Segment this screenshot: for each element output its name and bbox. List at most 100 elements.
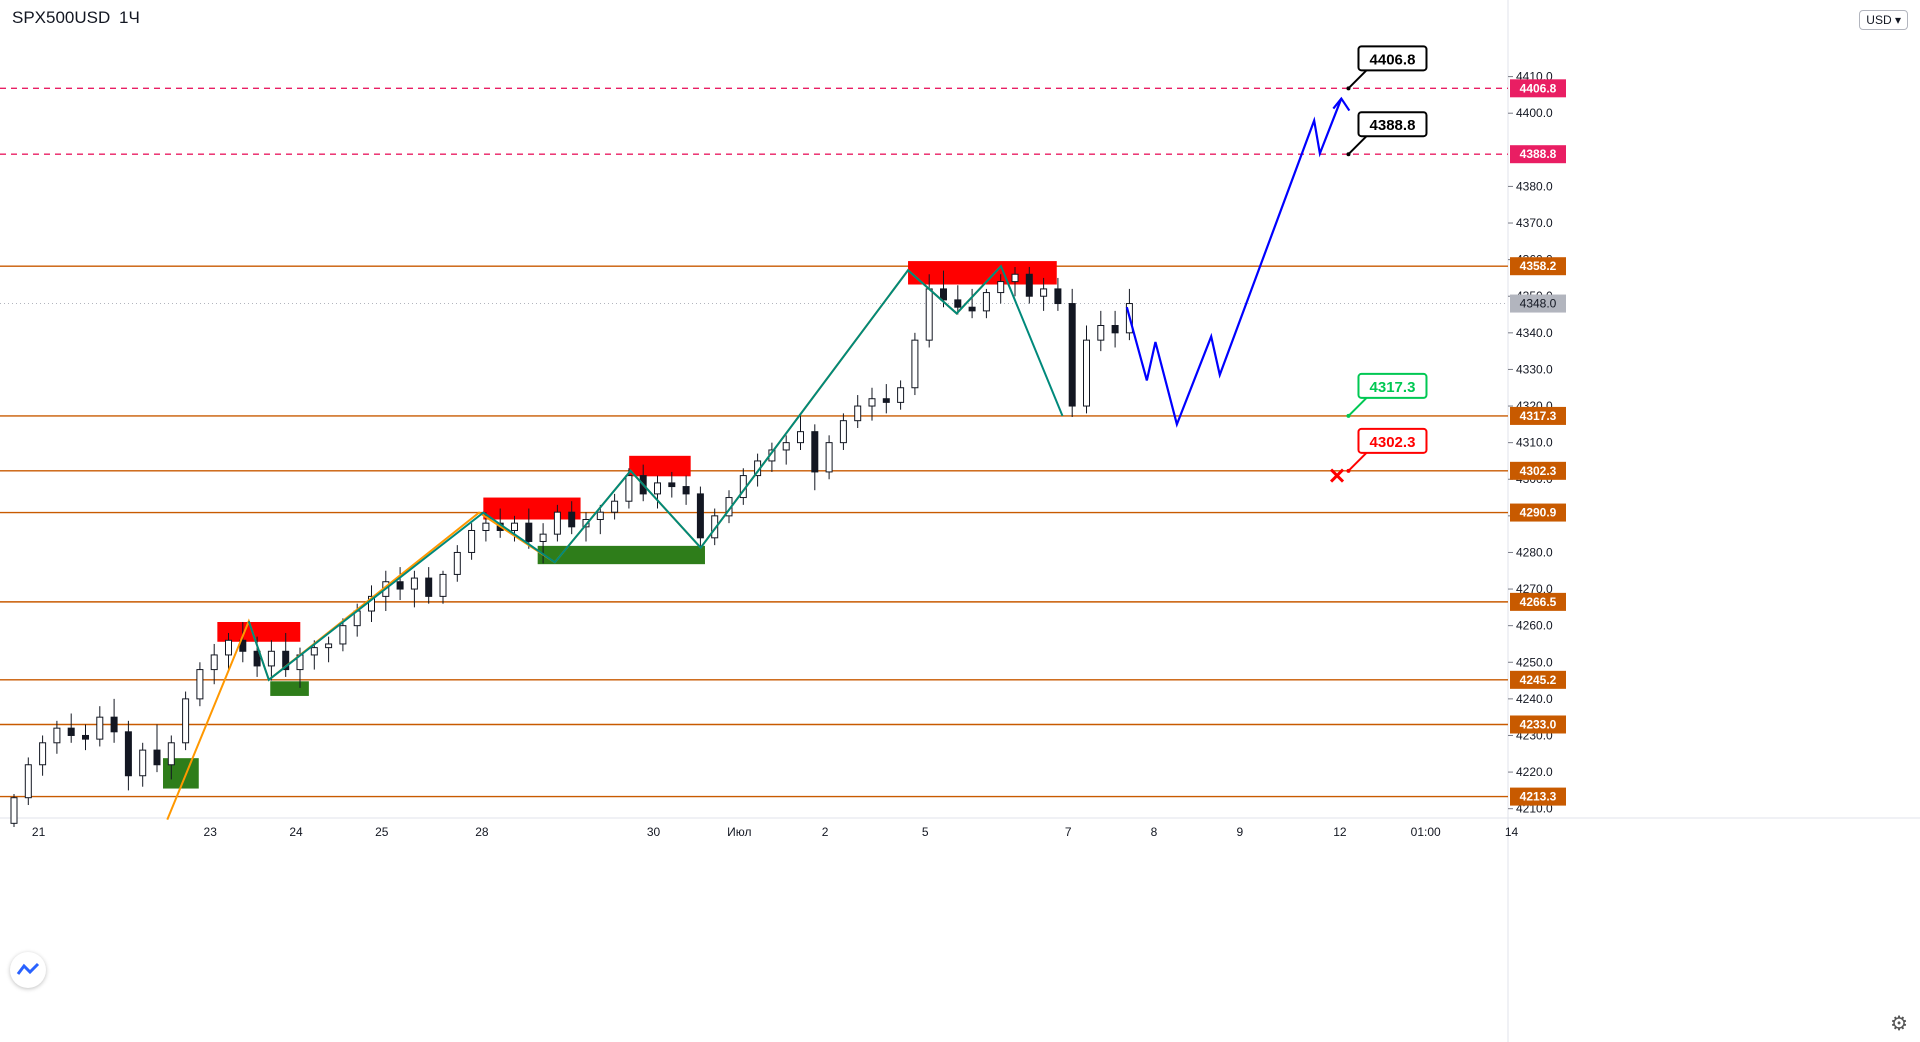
forecast-line: [1125, 98, 1343, 428]
candle-body: [339, 625, 347, 645]
level-price-label: 4317.3: [1520, 409, 1557, 423]
candle-body: [110, 716, 118, 733]
candle-body: [1111, 325, 1119, 334]
x-tick-label: 14: [1505, 825, 1519, 839]
timeframe-label[interactable]: 1Ч: [119, 8, 140, 27]
candle-body: [96, 716, 104, 740]
symbol-label[interactable]: SPX500USD: [12, 8, 111, 27]
candle-body: [625, 475, 633, 502]
level-price-label: 4388.8: [1520, 147, 1557, 161]
candle-body: [39, 742, 47, 766]
candle-body: [668, 482, 676, 488]
candle-body: [468, 529, 476, 553]
level-price-tag: [1510, 787, 1566, 806]
candle-body: [53, 727, 61, 744]
level-price-tag: [1510, 592, 1566, 611]
target-label: 4388.8: [1370, 117, 1416, 134]
candle-body: [396, 581, 404, 590]
level-price-tag: [1510, 503, 1566, 522]
y-tick-label: 4370.0: [1516, 216, 1553, 230]
x-tick-label: 5: [922, 825, 929, 839]
target-leader: [1347, 450, 1370, 472]
candle-body: [797, 431, 804, 444]
candle-body: [911, 339, 919, 389]
level-price-tag: [1510, 461, 1566, 480]
candle-body: [1097, 325, 1105, 341]
candle-body: [425, 577, 433, 597]
y-tick-label: 4260.0: [1516, 619, 1553, 633]
level-price-tag: [1510, 257, 1566, 276]
candle-body: [325, 643, 333, 649]
candle-body: [811, 431, 819, 473]
level-price-label: 4245.2: [1520, 673, 1557, 687]
candle-body: [782, 442, 790, 451]
candle-body: [439, 573, 447, 597]
y-tick-label: 4330.0: [1516, 362, 1553, 376]
stop-x-icon: [1329, 468, 1345, 483]
candle-body: [511, 522, 518, 531]
currency-selector[interactable]: USD ▾: [1859, 10, 1908, 30]
level-price-label: 4266.5: [1520, 595, 1557, 609]
candle-body: [1011, 273, 1019, 283]
candle-body: [196, 669, 204, 700]
candle-body: [139, 749, 147, 777]
target-leader: [1347, 395, 1370, 417]
target-box: [1357, 45, 1428, 72]
wave-orange-line: [166, 265, 1002, 821]
chart-header[interactable]: SPX500USD 1Ч: [12, 8, 140, 28]
candle-body: [711, 515, 719, 539]
x-tick-label: 9: [1236, 825, 1243, 839]
candle-body: [368, 595, 375, 612]
candle-body: [182, 698, 190, 744]
candle-body: [982, 292, 990, 312]
forecast-arrowhead: [1332, 96, 1351, 112]
candle-body: [124, 731, 132, 777]
candle-body: [611, 500, 619, 513]
x-tick-label: 30: [647, 825, 661, 839]
candle-body: [925, 288, 933, 341]
candle-body: [897, 387, 905, 403]
target-label: 4302.3: [1370, 434, 1416, 451]
candle-body: [410, 577, 418, 590]
x-tick-label: 12: [1333, 825, 1347, 839]
level-price-label: 4358.2: [1520, 259, 1557, 273]
candle-body: [553, 511, 561, 535]
candle-body: [1040, 288, 1048, 297]
candle-body: [696, 493, 704, 539]
level-price-tag: [1510, 406, 1566, 425]
candle-body: [282, 650, 290, 671]
candle-body: [882, 398, 890, 403]
x-tick-label: 25: [375, 825, 389, 839]
target-box: [1357, 111, 1428, 138]
level-price-tag: [1510, 670, 1566, 689]
candle-body: [1054, 288, 1062, 305]
candle-body: [82, 734, 89, 740]
candle-body: [525, 522, 533, 542]
x-tick-label: 2: [822, 825, 829, 839]
resistance-zone: [629, 455, 691, 477]
tradingview-logo-icon: [10, 952, 46, 988]
candle-body: [310, 647, 318, 656]
candle-body: [868, 398, 876, 407]
candle-body: [482, 522, 490, 531]
x-tick-label: 24: [289, 825, 303, 839]
level-price-tag: [1510, 715, 1566, 734]
candle-body: [1083, 339, 1090, 407]
wave-teal-line: [247, 264, 1064, 682]
candle-body: [825, 442, 833, 473]
level-price-label: 4213.3: [1520, 790, 1557, 804]
candle-body: [253, 650, 261, 667]
y-tick-label: 4270.0: [1516, 582, 1553, 596]
settings-gear-icon[interactable]: ⚙: [1890, 1013, 1908, 1035]
target-box: [1357, 372, 1428, 399]
candle-body: [854, 405, 862, 422]
candle-body: [654, 482, 661, 495]
current-price-label: 4348.0: [1520, 297, 1557, 311]
candle-body: [839, 420, 847, 444]
target-leader: [1347, 67, 1370, 90]
level-price-label: 4302.3: [1520, 464, 1557, 478]
resistance-zone: [217, 622, 301, 642]
candle-body: [225, 639, 232, 656]
y-tick-label: 4240.0: [1516, 692, 1553, 706]
